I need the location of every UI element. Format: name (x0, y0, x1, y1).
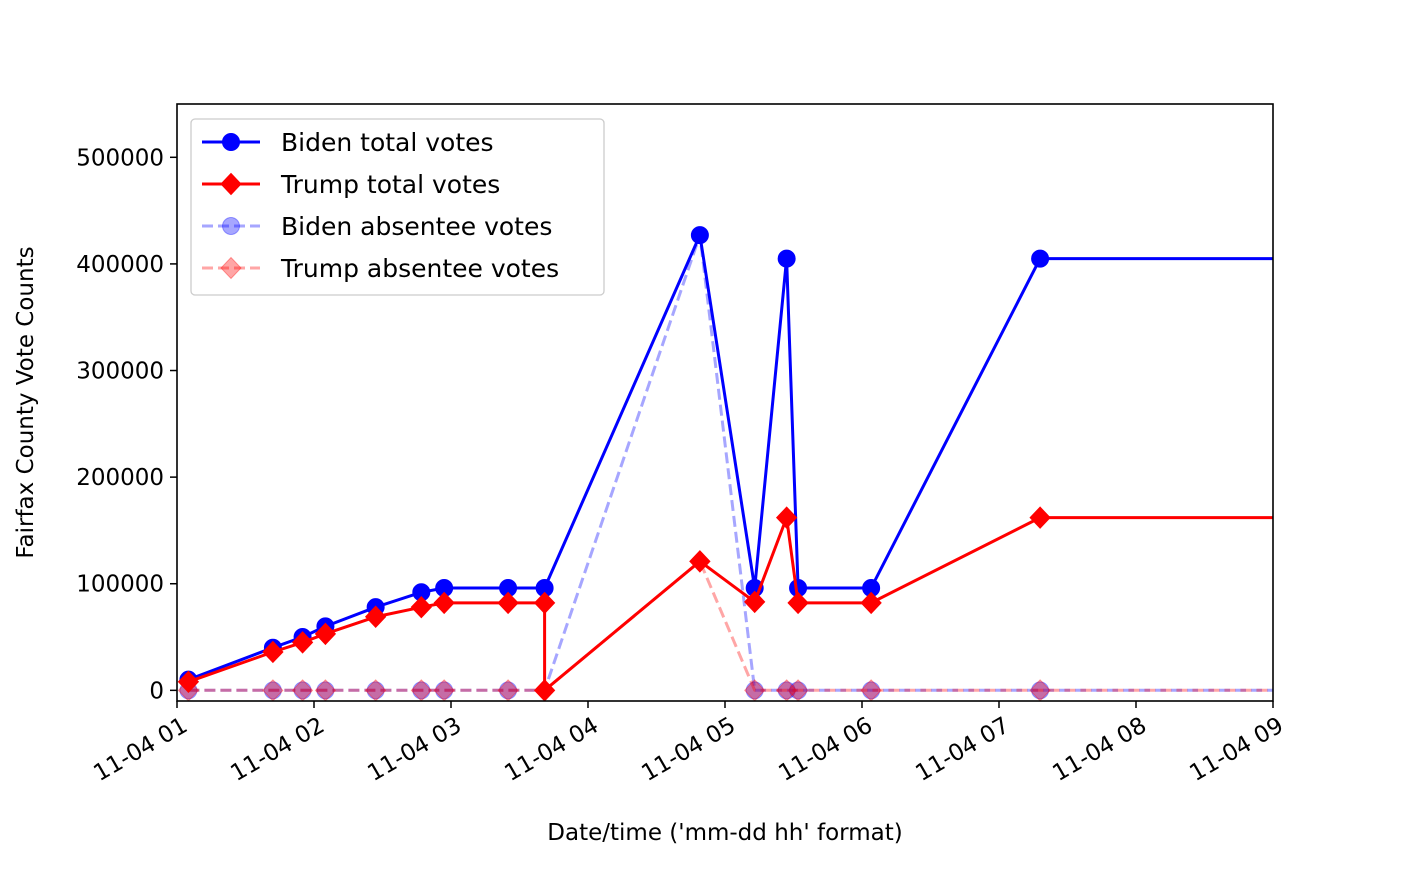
y-tick-label: 100000 (76, 572, 164, 598)
data-point (1029, 506, 1051, 529)
data-point (410, 595, 432, 619)
series-layer (177, 226, 1273, 702)
data-point (777, 681, 796, 700)
data-point (177, 670, 200, 694)
data-point (433, 591, 455, 615)
data-point (262, 640, 284, 664)
legend-label: Biden total votes (281, 128, 494, 157)
legend: Biden total votes Trump total votes Biden … (190, 118, 605, 296)
data-point (533, 591, 556, 615)
data-point (1031, 681, 1050, 700)
data-point (775, 506, 798, 529)
data-point (412, 681, 431, 700)
data-point (364, 605, 387, 629)
series-1 (177, 506, 1273, 702)
legend-item: Biden total votes (202, 128, 494, 157)
data-point (316, 681, 335, 700)
data-point (499, 681, 518, 700)
data-point (744, 590, 766, 614)
y-tick-label: 200000 (76, 465, 164, 491)
data-point (366, 681, 385, 700)
legend-label: Trump absentee votes (280, 254, 559, 283)
legend-marker (220, 172, 242, 196)
data-point (263, 681, 282, 700)
legend-box (190, 118, 605, 296)
data-point (777, 249, 796, 268)
data-point (690, 226, 709, 245)
x-axis-title: Date/time ('mm-dd hh' format) (547, 820, 902, 846)
data-point (291, 631, 314, 654)
y-tick-label: 300000 (76, 359, 164, 385)
data-point (497, 591, 519, 615)
y-axis: 0 100000 200000 300000 400000 500000 (76, 145, 177, 704)
data-point (293, 681, 312, 700)
y-axis-title: Fairfax County Vote Counts (13, 246, 39, 558)
data-point (689, 550, 711, 573)
data-point (435, 681, 454, 700)
series-line (187, 233, 1273, 682)
data-point (745, 681, 764, 700)
y-tick-label: 400000 (76, 252, 164, 278)
legend-item: Trump absentee votes (202, 254, 559, 283)
data-point (1031, 249, 1050, 268)
series-line (188, 233, 1273, 692)
data-point (314, 622, 337, 646)
data-point (787, 591, 809, 615)
y-tick-label: 500000 (76, 145, 164, 171)
legend-item: Trump total votes (202, 170, 500, 199)
series-2 (179, 233, 1273, 700)
legend-label: Trump total votes (280, 170, 500, 199)
data-point (862, 681, 881, 700)
data-point (860, 591, 882, 615)
series-line (188, 559, 1273, 692)
legend-marker (222, 217, 240, 235)
legend-marker (220, 256, 242, 280)
y-tick-label: 0 (149, 678, 164, 704)
data-point (789, 681, 808, 700)
legend-item: Biden absentee votes (202, 212, 552, 241)
legend-label: Biden absentee votes (281, 212, 552, 241)
legend-marker (222, 133, 240, 151)
